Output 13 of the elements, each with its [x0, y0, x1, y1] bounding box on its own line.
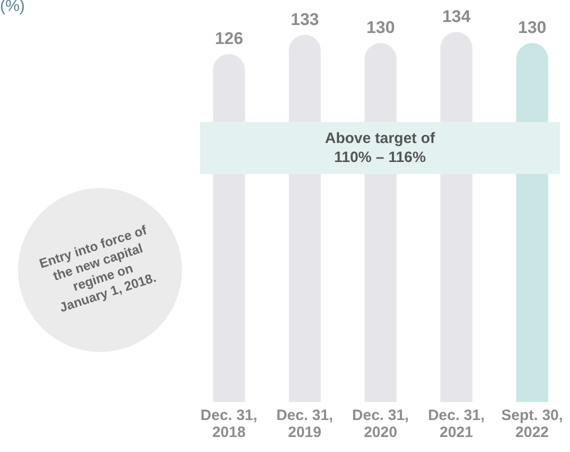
x-tick-label: Dec. 31, 2021: [428, 407, 485, 441]
data-label: 130: [518, 18, 546, 38]
data-label: 133: [290, 10, 319, 29]
circle-shape: Entry into force of the new capital regime on January 1, 2018.: [18, 188, 182, 352]
callout-box: Above target of 110% – 116%: [200, 122, 560, 174]
x-tick-label: Dec. 31, 2019: [276, 407, 334, 441]
data-label: 134: [442, 7, 472, 26]
x-tick-label: Dec. 31, 2018: [200, 407, 258, 441]
data-label: 130: [366, 18, 395, 38]
annotation: Above target of 110% – 116%: [324, 129, 436, 167]
data-label: 126: [214, 29, 244, 48]
x-tick-label: Sept. 30, 2022: [501, 407, 563, 441]
x-tick-label: Dec. 31, 2020: [352, 407, 409, 441]
